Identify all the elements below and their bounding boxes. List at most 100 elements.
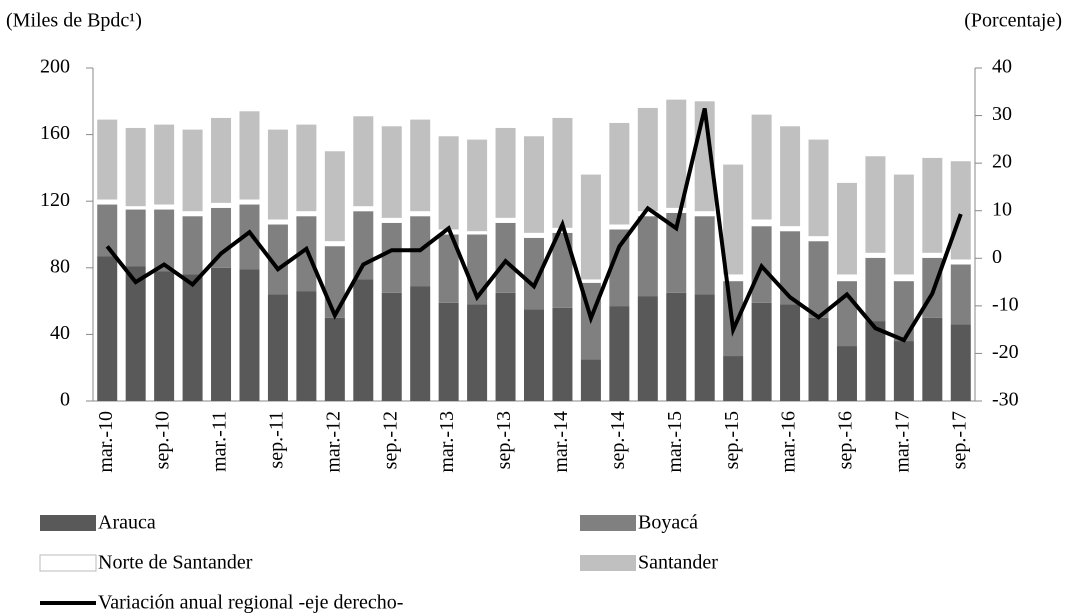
bar-segment	[666, 99, 687, 208]
bar-segment	[694, 211, 715, 217]
bar-segment	[836, 182, 857, 275]
bar-segment	[438, 136, 459, 230]
x-tick-label: sep.-15	[721, 411, 743, 469]
bar-segment	[950, 324, 971, 401]
bar-segment	[552, 117, 573, 228]
bar-segment	[324, 151, 345, 242]
bar-segment	[865, 257, 886, 322]
bar-segment	[836, 281, 857, 347]
bar-segment	[296, 211, 317, 217]
bar-segment	[324, 241, 345, 247]
bar-segment	[780, 126, 801, 227]
bar-segment	[353, 211, 374, 280]
bar-segment	[580, 359, 601, 401]
bar-segment	[893, 274, 914, 282]
bar-segment	[751, 219, 772, 227]
bar-segment	[580, 279, 601, 283]
bar-segment	[808, 241, 829, 318]
bar-segment	[950, 161, 971, 260]
bar-segment	[666, 207, 687, 213]
bar-segment	[893, 174, 914, 275]
bar-segment	[694, 216, 715, 295]
bar-segment	[125, 127, 146, 207]
x-tick-label: sep.-12	[379, 411, 401, 469]
legend-label: Variación anual regional -eje derecho-	[98, 592, 403, 614]
legend-label: Santander	[638, 552, 718, 574]
bar-segment	[239, 111, 260, 200]
bar-segment	[267, 129, 288, 220]
bar-segment	[609, 229, 630, 307]
bar-segment	[97, 204, 118, 257]
bar-segment	[495, 222, 516, 293]
y2-tick-label: 30	[992, 103, 1012, 125]
x-tick-label: sep.-11	[266, 411, 288, 469]
bar-segment	[723, 274, 744, 282]
bar-segment	[97, 199, 118, 205]
bar-segment	[723, 356, 744, 401]
bar-segment	[808, 317, 829, 401]
x-tick-label: mar.-12	[322, 411, 344, 473]
bar-segment	[211, 267, 232, 401]
legend-swatch	[39, 554, 97, 572]
bar-segment	[666, 212, 687, 293]
bar-segment	[125, 266, 146, 401]
bar-segment	[580, 174, 601, 280]
legend-label: Norte de Santander	[98, 552, 253, 574]
legend-swatch	[40, 515, 96, 531]
x-tick-label: sep.-13	[493, 411, 515, 469]
bar-segment	[950, 264, 971, 325]
bar-segment	[637, 211, 658, 217]
bar-segment	[97, 256, 118, 401]
bar-segment	[97, 119, 118, 200]
bar-segment	[609, 122, 630, 225]
y-tick-label: 200	[40, 56, 70, 78]
bar-segment	[296, 291, 317, 401]
y2-axis-label: (Porcentaje)	[964, 10, 1062, 32]
bar-segment	[552, 232, 573, 308]
bar-segment	[950, 259, 971, 265]
bar-segment	[154, 271, 175, 401]
x-tick-label: mar.-16	[778, 411, 800, 473]
x-tick-label: mar.-17	[891, 411, 913, 473]
bar-segment	[495, 127, 516, 218]
bar-segment	[524, 309, 544, 401]
bar-segment	[211, 202, 232, 208]
bar-segment	[808, 236, 829, 242]
bar-segment	[751, 302, 772, 401]
x-tick-label: sep.-10	[152, 411, 174, 469]
bar-segment	[780, 226, 801, 232]
legend-swatch	[580, 515, 636, 531]
y2-tick-label: -20	[992, 341, 1019, 363]
y2-tick-label: 40	[992, 56, 1012, 78]
bar-segment	[211, 117, 232, 203]
y-tick-label: 120	[40, 189, 70, 211]
bar-segment	[467, 231, 488, 235]
y2-tick-label: 0	[992, 246, 1002, 268]
legend-label: Arauca	[98, 512, 156, 534]
bar-segment	[381, 222, 402, 293]
bar-segment	[865, 321, 886, 401]
bar-segment	[524, 232, 544, 238]
bar-segment	[296, 124, 317, 212]
bar-segment	[467, 304, 488, 401]
bar-segment	[666, 292, 687, 401]
y-tick-label: 160	[40, 122, 70, 144]
bar-segment	[637, 216, 658, 297]
line-series	[105, 107, 963, 343]
bar-segment	[267, 224, 288, 295]
bar-segment	[381, 292, 402, 401]
bar-segment	[353, 116, 374, 207]
bar-segment	[211, 207, 232, 268]
bar-segment	[239, 199, 260, 205]
bar-segment	[609, 224, 630, 230]
bar-segment	[723, 164, 744, 275]
bar-segment	[239, 204, 260, 270]
y2-tick-label: 20	[992, 151, 1012, 173]
bar-segment	[865, 252, 886, 258]
bar-segment	[694, 294, 715, 401]
y2-tick-label: -30	[992, 389, 1019, 411]
y-axis-label: (Miles de Bpdc¹)	[6, 10, 142, 32]
bar-segment	[182, 129, 203, 212]
bar-segment	[353, 279, 374, 401]
